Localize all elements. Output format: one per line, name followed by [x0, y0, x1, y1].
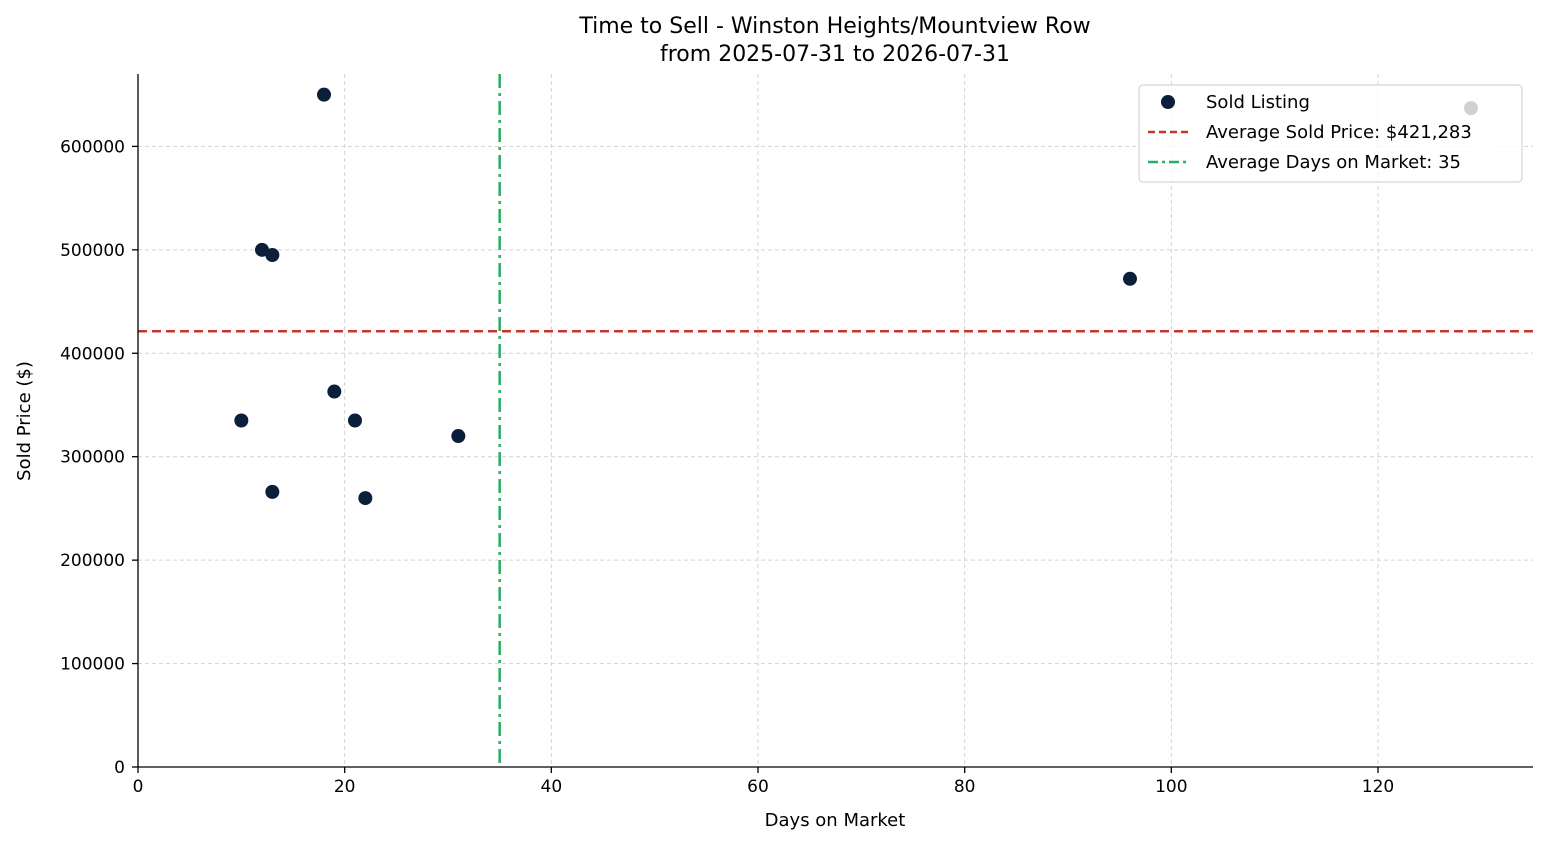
data-point [1123, 271, 1137, 286]
data-point [451, 429, 466, 444]
data-point [327, 384, 342, 399]
data-point [265, 484, 280, 499]
y-tick-label: 300000 [60, 448, 125, 468]
x-tick-label: 100 [1155, 777, 1187, 797]
x-tick-label: 40 [541, 777, 563, 797]
legend-label: Average Days on Market: 35 [1206, 152, 1461, 173]
legend: Sold Listing Average Sold Price: $421,283… [1138, 84, 1523, 183]
data-point [348, 413, 362, 428]
x-axis-label: Days on Market [765, 810, 906, 831]
data-point [265, 248, 280, 263]
y-axis-label: Sold Price ($) [14, 361, 35, 481]
reference-lines [138, 74, 1533, 767]
legend-label: Sold Listing [1206, 92, 1310, 113]
x-tick-label: 60 [747, 777, 769, 797]
legend-marker-icon [1161, 95, 1175, 109]
chart-subtitle: from 2025-07-31 to 2026-07-31 [660, 42, 1010, 67]
data-point [358, 491, 373, 506]
x-tick-label: 20 [334, 777, 356, 797]
x-tick-label: 80 [954, 777, 976, 797]
axes [132, 74, 1533, 773]
y-tick-label: 600000 [60, 137, 125, 157]
x-tick-label: 0 [133, 777, 144, 797]
tick-labels: 0 20 40 60 80 100 120 0 100000 200000 300000 400000… [60, 137, 1394, 797]
data-point [317, 87, 331, 102]
y-tick-label: 100000 [60, 655, 125, 675]
chart-title: Time to Sell - Winston Heights/Mountview… [578, 14, 1090, 39]
y-tick-label: 400000 [60, 344, 125, 364]
legend-label: Average Sold Price: $421,283 [1206, 122, 1472, 143]
y-tick-label: 200000 [60, 551, 125, 571]
y-tick-label: 0 [114, 758, 125, 778]
data-point [234, 413, 249, 428]
data-point [255, 242, 269, 257]
x-tick-label: 120 [1362, 777, 1394, 797]
legend-box [1138, 84, 1523, 183]
y-tick-label: 500000 [60, 241, 125, 261]
